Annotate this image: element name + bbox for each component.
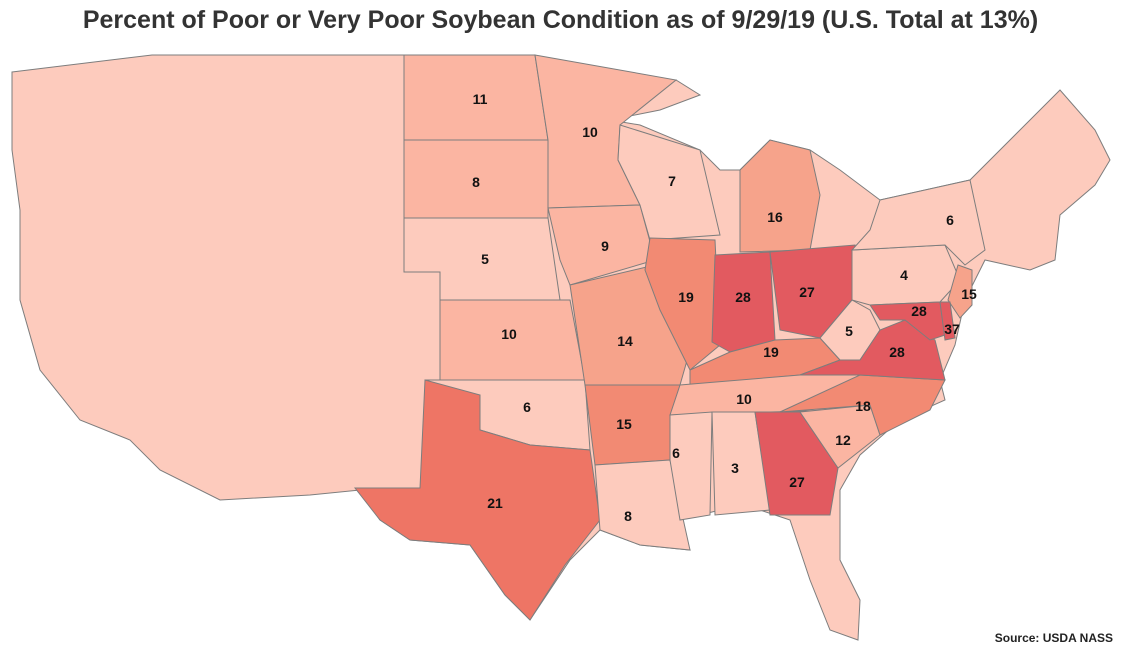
state-TX[interactable] <box>353 379 601 621</box>
label-AR: 15 <box>616 416 632 432</box>
label-PA: 4 <box>900 267 908 283</box>
state-MI[interactable] <box>739 139 821 253</box>
label-LA: 8 <box>624 508 632 524</box>
label-OH: 27 <box>799 284 815 300</box>
label-IL: 19 <box>678 289 694 305</box>
label-IA: 9 <box>601 238 609 254</box>
map-title: Percent of Poor or Very Poor Soybean Con… <box>82 6 1039 34</box>
label-NJ: 15 <box>961 286 977 302</box>
state-NY[interactable] <box>850 179 986 266</box>
source-note: Source: USDA NASS <box>994 631 1113 645</box>
label-WI: 7 <box>668 173 676 189</box>
label-OK: 6 <box>523 399 531 415</box>
label-NE: 5 <box>481 251 489 267</box>
state-MS[interactable] <box>669 411 713 521</box>
label-TX: 21 <box>487 495 503 511</box>
label-NY: 6 <box>946 212 954 228</box>
state-LA[interactable] <box>594 459 691 551</box>
label-SC: 12 <box>835 432 851 448</box>
label-MI: 16 <box>767 209 783 225</box>
label-NC: 18 <box>855 398 871 414</box>
state-AR[interactable] <box>584 384 681 466</box>
label-TN: 10 <box>736 391 752 407</box>
label-ND: 11 <box>473 91 488 107</box>
state-IA[interactable] <box>547 204 656 286</box>
label-VA: 28 <box>889 344 905 360</box>
label-WV: 5 <box>845 323 853 339</box>
label-MS: 6 <box>672 445 680 461</box>
label-DE: 37 <box>944 321 960 337</box>
label-GA: 27 <box>789 474 805 490</box>
label-IN: 28 <box>735 289 751 305</box>
state-DE[interactable] <box>939 301 956 341</box>
label-MN: 10 <box>582 124 598 140</box>
label-AL: 3 <box>731 460 739 476</box>
label-KY: 19 <box>763 344 779 360</box>
label-MO: 14 <box>617 333 633 349</box>
state-NJ[interactable] <box>947 264 973 319</box>
label-MD: 28 <box>911 303 927 319</box>
label-SD: 8 <box>472 174 480 190</box>
label-KS: 10 <box>501 326 517 342</box>
